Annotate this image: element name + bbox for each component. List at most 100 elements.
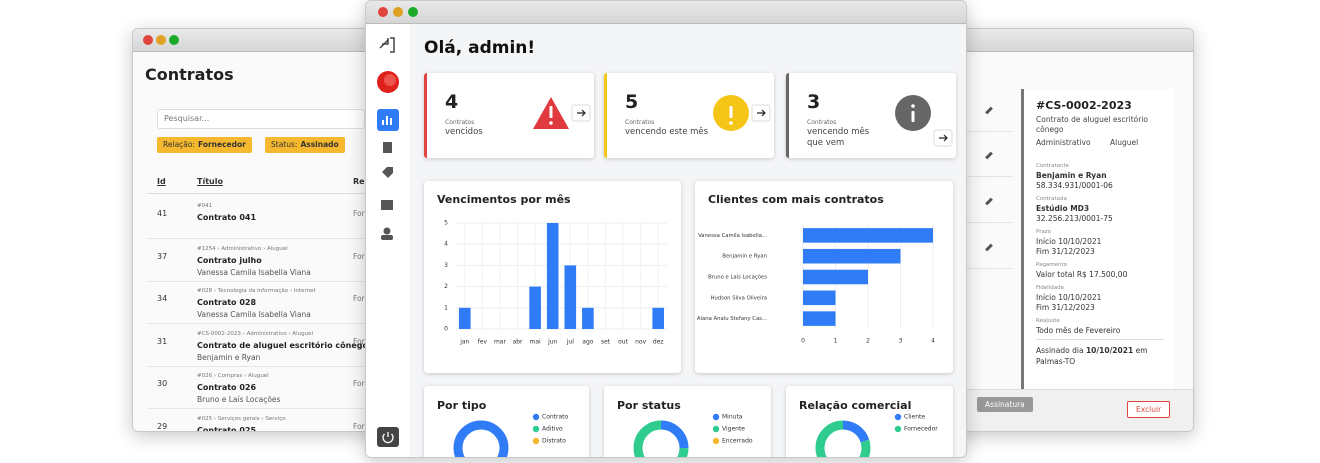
arrow (757, 109, 766, 117)
dashboard-window: Olá, admin! 4 Contratos vencidos 5 Contratos… (365, 0, 967, 458)
donut-segment (453, 420, 509, 457)
legend-swatch (712, 413, 720, 421)
column-header[interactable]: Id (157, 177, 166, 186)
column-header[interactable]: Título (197, 177, 223, 186)
field-value: Benjamin e Ryan (1036, 171, 1107, 180)
row-path: #028 › Tecnologia da informação › Intern… (197, 288, 316, 294)
logout-icon[interactable] (379, 37, 395, 53)
arrow (939, 134, 948, 142)
x-tick-label: 3 (899, 338, 903, 345)
nav-documents[interactable] (383, 142, 392, 153)
row-party: Bruno e Laís Locações (197, 395, 281, 404)
minimize-button[interactable] (156, 35, 166, 45)
summary-card[interactable]: 3 Contratos vencendo mês que vem (786, 73, 956, 158)
zoom-button[interactable] (169, 35, 179, 45)
row-title[interactable]: Contrato julho (197, 255, 262, 265)
x-tick-label: fev (478, 339, 488, 346)
list-row (941, 224, 1013, 269)
legend-swatch (894, 413, 902, 421)
list-row (941, 178, 1013, 223)
row-title[interactable]: Contrato 028 (197, 298, 257, 307)
chart-icon (382, 116, 392, 125)
row-title[interactable]: Contrato 041 (197, 213, 257, 222)
nav-tags[interactable] (382, 167, 393, 178)
y-tick-label: Bruno e Laís Locações (708, 274, 767, 281)
y-tick-label: 1 (444, 304, 448, 311)
field-value: 32.256.213/0001-75 (1036, 214, 1113, 223)
row-id: 41 (157, 209, 168, 218)
row-id: 31 (157, 336, 168, 346)
filter-label: Relação: (163, 140, 196, 149)
nav-users-body (381, 235, 393, 240)
legend-label: Fornecedor (904, 426, 938, 433)
filter-chip[interactable]: Status: Assinado (265, 137, 345, 153)
icon-dot (729, 121, 733, 125)
row-path: #026 › Compras › Aluguel (197, 373, 269, 379)
card-description: vencendo este mês (625, 127, 709, 137)
card-value: 5 (625, 91, 639, 113)
nav-users[interactable] (383, 227, 391, 235)
legend-label: Contrato (542, 414, 569, 421)
row-divider (147, 238, 393, 239)
x-tick-label: 1 (834, 338, 838, 345)
close-button[interactable] (378, 7, 388, 17)
field-value: Valor total R$ 17.500,00 (1036, 270, 1128, 279)
field-label: Contratante (1036, 163, 1070, 169)
row-title[interactable]: Contrato 026 (197, 383, 257, 392)
nav-companies[interactable] (381, 200, 393, 210)
legend-label: Cliente (904, 414, 925, 421)
row-divider (147, 280, 393, 282)
x-tick-label: nov (635, 339, 646, 346)
bar (803, 311, 836, 326)
row-divider (147, 408, 393, 409)
filter-value: Fornecedor (198, 140, 246, 149)
bar (582, 307, 594, 329)
row-relation: Forne (353, 336, 374, 346)
x-tick-label: jul (566, 339, 574, 346)
field-value: Fim 31/12/2023 (1036, 247, 1095, 256)
field-label: Fidelidade (1036, 285, 1064, 291)
bar (564, 265, 577, 329)
legend-label: Aditivo (542, 426, 563, 433)
filter-value: Assinado (300, 140, 339, 149)
legend-swatch (532, 425, 540, 433)
bar (803, 228, 933, 243)
minimize-button[interactable] (393, 7, 403, 17)
y-tick-label: 5 (444, 220, 448, 227)
filter-chip[interactable]: Relação: Fornecedor (157, 137, 252, 153)
legend-swatch (712, 437, 720, 445)
icon-dot (549, 121, 553, 125)
card-icon (895, 95, 953, 147)
signature-button[interactable]: Assinatura (977, 397, 1033, 412)
row-title[interactable]: Contrato 025 (197, 425, 257, 432)
card-value: 3 (807, 91, 821, 113)
card-description: vencidos (445, 127, 483, 137)
signed-place: Palmas-TO (1036, 357, 1076, 366)
row-party: Vanessa Camila Isabella Viana (197, 310, 311, 319)
row-relation: Forne (353, 379, 374, 388)
row-title[interactable]: Contrato de aluguel escritório cônego (197, 340, 368, 350)
zoom-button[interactable] (408, 7, 418, 17)
row-relation: Forne (353, 251, 374, 261)
summary-card[interactable]: 4 Contratos vencidos (424, 73, 594, 158)
x-tick-label: out (618, 339, 628, 346)
y-tick-label: 2 (444, 283, 448, 290)
icon-glyph (911, 111, 915, 122)
row-path: #041 (197, 203, 213, 209)
delete-button[interactable]: Excluir (1127, 401, 1171, 418)
y-tick-label: Alana Analu Stefany Cas... (697, 316, 767, 322)
chart-title: Relação comercial (799, 399, 911, 412)
close-button[interactable] (143, 35, 153, 45)
summary-card[interactable]: 5 Contratos vencendo este mês (604, 73, 774, 158)
x-tick-label: jun (547, 339, 557, 346)
title-bar (366, 1, 966, 24)
x-tick-label: jan (459, 339, 469, 346)
card-icon (533, 97, 591, 129)
contract-detail-window: #CS-0002-2023 Contrato de aluguel escritó… (940, 28, 1194, 432)
bar (803, 248, 901, 264)
card-label: Contratos (445, 119, 475, 126)
contract-title: Contrato de aluguel escritório cônego (1036, 115, 1148, 134)
card-value: 4 (445, 91, 459, 113)
search-input[interactable]: Pesquisar... (157, 109, 365, 129)
column-header[interactable]: Rela (353, 177, 373, 186)
